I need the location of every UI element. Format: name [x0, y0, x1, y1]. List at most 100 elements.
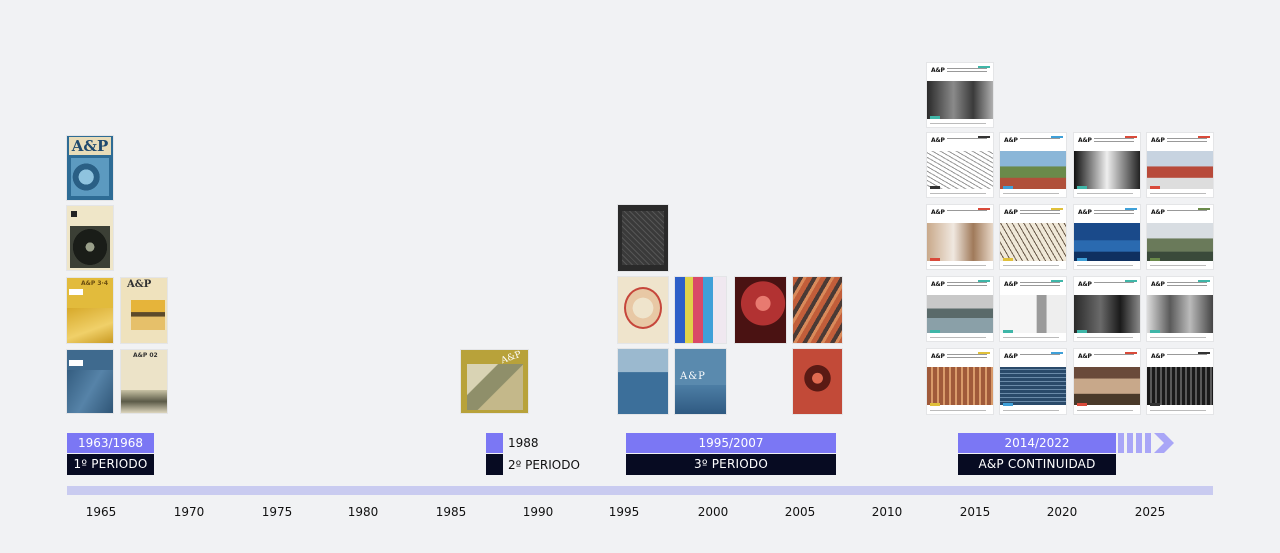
cover-art: [675, 277, 726, 343]
cover-title-lines: [947, 138, 987, 141]
cover-logo: A&P: [1078, 209, 1092, 216]
cover-2020-r5[interactable]: A&P: [1074, 349, 1140, 414]
year-label: 1975: [261, 505, 293, 519]
cover-accent: [978, 136, 990, 138]
cover-2022-r5[interactable]: A&P: [1147, 349, 1213, 414]
year-label: 1995: [608, 505, 640, 519]
cover-1965-b[interactable]: A&P: [121, 278, 167, 343]
cover-title-lines: [1167, 354, 1207, 357]
cover-2022-r4[interactable]: A&P: [1147, 277, 1213, 341]
cover-1988[interactable]: A&P: [461, 350, 528, 413]
cover-foot: [1150, 408, 1206, 411]
period-3-label[interactable]: 3º PERIODO: [626, 454, 836, 475]
cover-accent: [1051, 136, 1063, 138]
cover-2018-r4[interactable]: A&P: [1000, 277, 1066, 341]
cover-photo: [1147, 367, 1213, 405]
cover-foot: [1150, 191, 1206, 194]
period-4-label[interactable]: A&P CONTINUIDAD: [958, 454, 1116, 475]
cover-logo: A&P: [1004, 353, 1018, 360]
cover-title-lines: [947, 68, 987, 74]
cover-tag: [1150, 330, 1160, 333]
cover-1995[interactable]: [618, 349, 668, 414]
period-2-label: 2º PERIODO: [508, 458, 580, 472]
cover-photo: [1000, 295, 1066, 333]
year-label: 1970: [173, 505, 205, 519]
cover-art: [735, 277, 786, 343]
cover-2022-r3[interactable]: A&P: [1147, 205, 1213, 269]
cover-2020-r2[interactable]: A&P: [1074, 133, 1140, 197]
cover-accent: [1198, 280, 1210, 282]
cover-art: [67, 370, 113, 413]
cover-2003[interactable]: [793, 277, 842, 343]
cover-1963-1[interactable]: A&P: [67, 136, 113, 200]
cover-2020-r3[interactable]: A&P: [1074, 205, 1140, 269]
cover-photo: [1147, 223, 1213, 261]
cover-photo: [1000, 223, 1066, 261]
cover-title-lines: [1020, 210, 1060, 216]
cover-foot: [1003, 263, 1059, 266]
cover-foot: [930, 335, 986, 338]
cover-1963-3[interactable]: [67, 350, 113, 413]
cover-1995-top[interactable]: [618, 205, 668, 271]
cover-foot: [930, 121, 986, 124]
period-4-range[interactable]: 2014/2022: [958, 433, 1116, 453]
year-label: 1965: [85, 505, 117, 519]
cover-2018-r2[interactable]: A&P: [1000, 133, 1066, 197]
cover-2014-top[interactable]: A&P: [927, 63, 993, 127]
cover-title-lines: [947, 282, 987, 288]
cover-mark: [71, 211, 77, 217]
cover-title-lines: [1094, 210, 1134, 216]
cover-tag: [930, 258, 940, 261]
cover-tag: [1077, 258, 1087, 261]
cover-1997[interactable]: A&P: [675, 349, 726, 414]
cover-2020-r4[interactable]: A&P: [1074, 277, 1140, 341]
period-3-range[interactable]: 1995/2007: [626, 433, 836, 453]
cover-tag: [930, 403, 940, 406]
cover-2018-r3[interactable]: A&P: [1000, 205, 1066, 269]
cover-1965-a[interactable]: A&P 3·4: [67, 278, 113, 343]
cover-logo: A&P: [931, 209, 945, 216]
continuation-arrow-icon: [1118, 433, 1174, 453]
cover-2015-r3[interactable]: A&P: [927, 205, 993, 269]
cover-2015-r2[interactable]: A&P: [927, 133, 993, 197]
cover-1968[interactable]: A&P 02: [121, 350, 167, 413]
cover-title-lines: [1094, 354, 1134, 357]
cover-title-lines: [1020, 354, 1060, 357]
cover-2015-r4[interactable]: A&P: [927, 277, 993, 341]
cover-2000[interactable]: [735, 277, 786, 343]
cover-art: [67, 308, 113, 343]
period-2-marker[interactable]: [486, 433, 503, 453]
cover-tag: [1003, 330, 1013, 333]
cover-2018-r5[interactable]: A&P: [1000, 349, 1066, 414]
cover-tag: [930, 116, 940, 119]
cover-accent: [1198, 208, 1210, 210]
cover-2022-r2[interactable]: A&P: [1147, 133, 1213, 197]
cover-logo: A&P: [931, 137, 945, 144]
cover-accent: [978, 66, 990, 68]
cover-2015-r5[interactable]: A&P: [927, 349, 993, 414]
cover-accent: [978, 208, 990, 210]
cover-tag: [1150, 258, 1160, 261]
cover-accent: [978, 352, 990, 354]
cover-logo: A&P: [1078, 137, 1092, 144]
cover-foot: [1150, 263, 1206, 266]
cover-title-lines: [947, 210, 987, 213]
cover-tag: [69, 289, 83, 295]
cover-tag: [1077, 186, 1087, 189]
cover-2007[interactable]: [793, 349, 842, 414]
period-2-marker-dark[interactable]: [486, 454, 503, 475]
cover-tag: [1003, 186, 1013, 189]
cover-tag: [1150, 403, 1160, 406]
cover-art: [71, 158, 109, 196]
cover-art: [131, 300, 165, 330]
cover-title-lines: [1094, 138, 1134, 144]
cover-accent: [1198, 352, 1210, 354]
cover-1996[interactable]: [618, 277, 668, 343]
cover-accent: [1198, 136, 1210, 138]
period-1-label[interactable]: 1º PERIODO: [67, 454, 154, 475]
cover-1963-2[interactable]: [67, 206, 113, 270]
cover-art: [675, 385, 726, 414]
cover-1998[interactable]: [675, 277, 726, 343]
cover-art: [70, 226, 110, 268]
period-1-range[interactable]: 1963/1968: [67, 433, 154, 453]
